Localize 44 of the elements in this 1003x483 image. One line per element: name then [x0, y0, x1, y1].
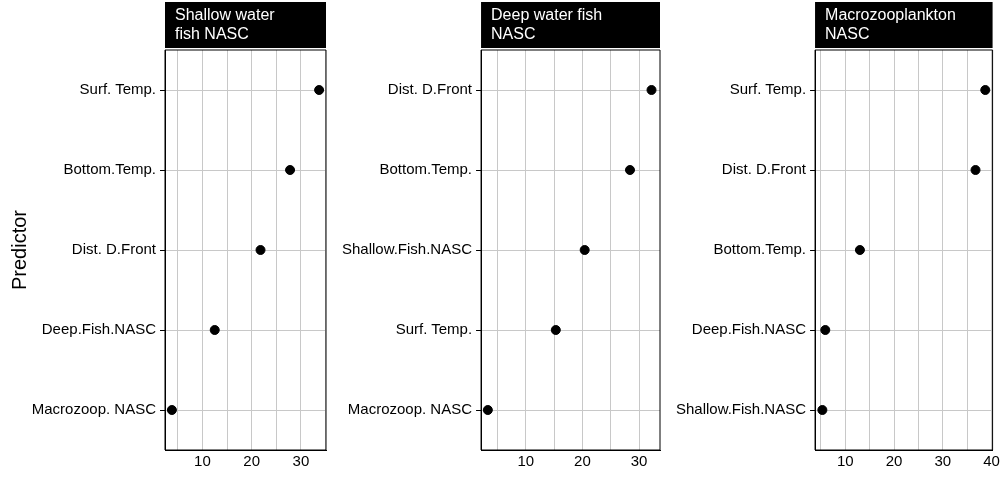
y-axis-title: Predictor	[7, 209, 30, 291]
point	[646, 85, 657, 95]
x-tick-label: 30	[630, 452, 648, 470]
chart-title: Shallow water fish NASC	[175, 5, 276, 42]
y-tick-label: Bottom.Temp.	[713, 240, 807, 258]
y-tick-label: Macrozoop. NASC	[31, 400, 157, 418]
x-tick-label: 10	[517, 452, 535, 470]
y-tick-label: Shallow.Fish.NASC	[341, 240, 473, 258]
point	[579, 245, 590, 255]
point	[285, 165, 296, 175]
point	[624, 165, 635, 175]
point	[314, 85, 325, 95]
y-tick-label: Dist. D.Front	[721, 160, 807, 178]
y-tick-label: Bottom.Temp.	[379, 160, 473, 178]
y-tick-label: Bottom.Temp.	[63, 160, 156, 178]
chart-title: Deep water fish NASC	[491, 5, 603, 42]
y-tick-label: Shallow.Fish.NASC	[675, 400, 807, 418]
y-tick-label: Dist. D.Front	[71, 240, 157, 258]
y-tick-label: Surf. Temp.	[79, 80, 156, 98]
chart-title: Macrozooplankton NASC	[825, 5, 956, 42]
point	[255, 245, 266, 255]
x-tick-label: 40	[983, 452, 1000, 470]
point	[854, 245, 865, 255]
y-tick-label: Deep.Fish.NASC	[691, 320, 807, 338]
point	[970, 165, 981, 175]
x-tick-label: 10	[194, 452, 211, 470]
point	[817, 405, 828, 415]
y-tick-label: Macrozoop. NASC	[347, 400, 473, 418]
point	[166, 405, 177, 415]
x-tick-label: 30	[934, 452, 952, 470]
point	[550, 325, 561, 335]
y-tick-label: Dist. D.Front	[387, 80, 473, 98]
y-tick-label: Surf. Temp.	[395, 320, 473, 338]
x-tick-label: 20	[885, 452, 903, 470]
y-tick-label: Deep.Fish.NASC	[41, 320, 157, 338]
y-tick-label: Surf. Temp.	[729, 80, 807, 98]
x-tick-label: 20	[574, 452, 591, 470]
point	[980, 85, 991, 95]
x-tick-label: 10	[836, 452, 854, 470]
x-tick-label: 20	[243, 452, 260, 470]
x-tick-label: 30	[292, 452, 310, 470]
point	[482, 405, 493, 415]
point	[209, 325, 220, 335]
point	[820, 325, 831, 335]
